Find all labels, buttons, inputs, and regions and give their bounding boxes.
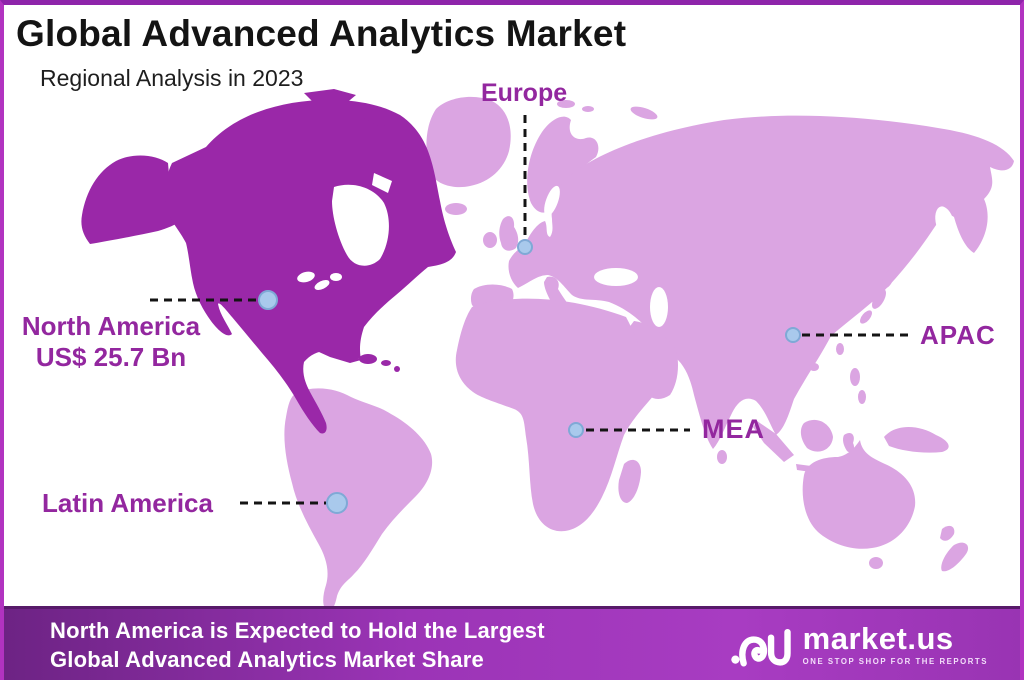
logo-tagline: ONE STOP SHOP FOR THE REPORTS	[802, 656, 988, 666]
region-markers	[258, 239, 801, 514]
region-label-europe: Europe	[481, 79, 568, 107]
marker-apac	[785, 327, 801, 343]
logo-text-block: market.us ONE STOP SHOP FOR THE REPORTS	[802, 620, 988, 666]
marketus-logo-icon	[730, 628, 791, 666]
banner-line1: North America is Expected to Hold the La…	[50, 617, 545, 643]
leader-lines	[150, 115, 910, 505]
page-title: Global Advanced Analytics Market	[16, 13, 627, 54]
marketus-logo: market.us ONE STOP SHOP FOR THE REPORTS	[729, 618, 988, 672]
region-label-north-america: North America US$ 25.7 Bn	[8, 311, 214, 373]
landmass-light	[284, 96, 1014, 612]
marker-north-america	[258, 290, 278, 310]
landmass-dark-north-america	[81, 89, 456, 434]
banner-text: North America is Expected to Hold the La…	[50, 616, 545, 674]
marker-mea	[568, 422, 584, 438]
page-subtitle: Regional Analysis in 2023	[40, 65, 304, 91]
banner-line2: Global Advanced Analytics Market Share	[50, 646, 484, 672]
region-label-latin-america: Latin America	[42, 488, 213, 518]
marker-europe	[517, 239, 533, 255]
region-label-north-america-name: North America	[21, 311, 201, 341]
marker-latin-america	[326, 492, 348, 514]
inland-seas	[544, 185, 955, 327]
region-value-north-america: US$ 25.7 Bn	[35, 342, 187, 372]
region-label-mea: MEA	[702, 414, 765, 444]
world-map	[81, 89, 1014, 612]
lakes	[297, 173, 392, 290]
region-label-apac: APAC	[920, 320, 996, 350]
logo-name: market.us	[802, 620, 954, 656]
footer-banner: North America is Expected to Hold the La…	[4, 606, 1020, 680]
